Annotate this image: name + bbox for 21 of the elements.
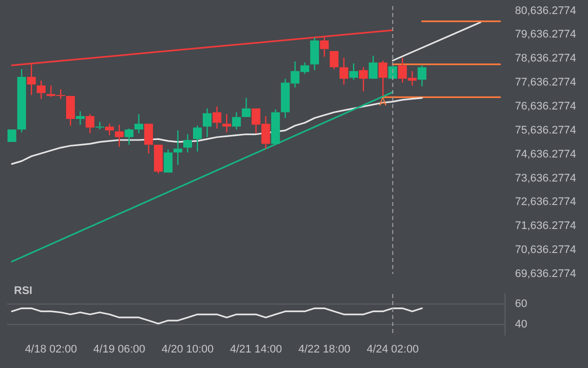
x-tick-label: 4/21 14:00 xyxy=(230,343,282,356)
y-tick-label: 60 xyxy=(515,298,528,310)
y-tick-label: 75,636.2774 xyxy=(515,124,576,136)
chart-title: RSI xyxy=(14,285,32,298)
y-tick-label: 78,636.2774 xyxy=(515,52,576,65)
y-tick-label: 80,636.2774 xyxy=(515,4,576,17)
y-tick-label: 69,636.2774 xyxy=(515,268,576,280)
y-tick-label: 71,636.2774 xyxy=(515,220,576,232)
x-tick-label: 4/19 06:00 xyxy=(93,343,146,356)
x-tick-label: 4/22 18:00 xyxy=(298,343,350,356)
y-tick-label: 73,636.2774 xyxy=(515,172,576,184)
x-tick-label: 4/18 02:00 xyxy=(24,343,77,356)
y-tick-label: 74,636.2774 xyxy=(515,148,576,160)
y-tick-label: 79,636.2774 xyxy=(515,28,576,41)
y-tick-label: 72,636.2774 xyxy=(515,196,576,208)
x-tick-label: 4/20 10:00 xyxy=(162,343,214,356)
y-tick-label: 76,636.2774 xyxy=(515,100,576,113)
y-tick-label: 40 xyxy=(515,318,528,331)
y-tick-label: 70,636.2774 xyxy=(515,244,576,256)
x-tick-label: 4/24 02:00 xyxy=(366,343,419,356)
y-tick-label: 77,636.2774 xyxy=(515,76,576,89)
